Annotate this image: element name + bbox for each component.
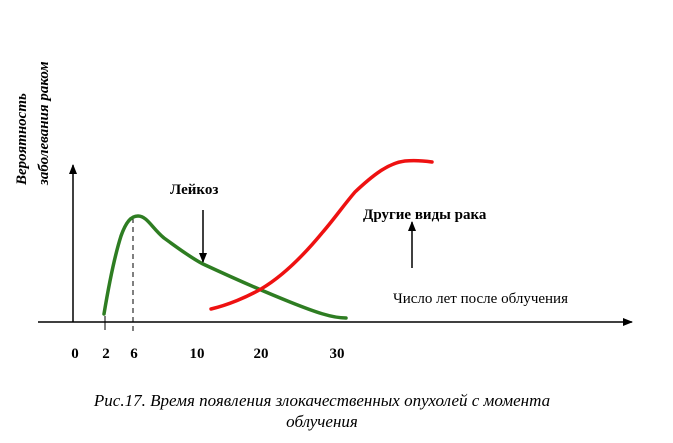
y-axis-title-line2: заболевания раком — [36, 61, 52, 186]
x-tick-label-20: 20 — [254, 346, 269, 362]
caption-line1: Рис.17. Время появления злокачественных … — [93, 391, 550, 410]
other-cancers-label: Другие виды рака — [363, 207, 487, 223]
x-tick-label-2: 2 — [102, 346, 110, 362]
x-axis-title: Число лет после облучения — [393, 291, 568, 307]
x-tick-label-0: 0 — [71, 346, 79, 362]
caption-line2: облучения — [286, 412, 358, 431]
x-tick-label-30: 30 — [330, 346, 345, 362]
leukemia-label: Лейкоз — [170, 182, 218, 198]
leukemia-curve — [102, 214, 348, 320]
y-axis-title-line1: Вероятность — [14, 93, 30, 186]
x-tick-label-6: 6 — [130, 346, 138, 362]
other-cancers-curve — [209, 158, 434, 311]
x-tick-label-10: 10 — [190, 346, 205, 362]
